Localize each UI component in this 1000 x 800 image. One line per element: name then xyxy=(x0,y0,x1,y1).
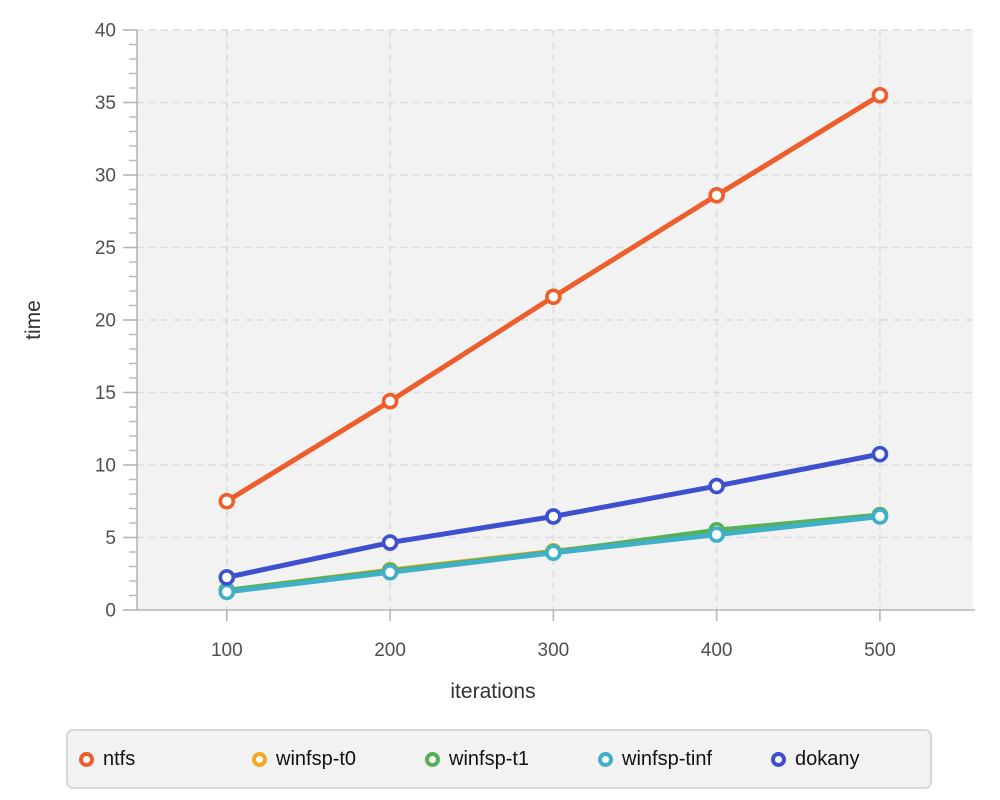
marker-dokany-100 xyxy=(218,569,236,586)
series-winfsp-tinf xyxy=(218,508,889,601)
x-axis-title: iterations xyxy=(450,680,535,703)
series-dokany xyxy=(218,445,889,586)
y-tick-label: 30 xyxy=(95,166,116,187)
legend-label: ntfs xyxy=(103,747,136,770)
y-tick-label: 40 xyxy=(95,21,116,42)
marker-dokany-400 xyxy=(708,477,725,495)
legend-marker-icon xyxy=(252,751,267,767)
series-ntfs xyxy=(218,86,889,510)
marker-winfsp-tinf-400 xyxy=(708,526,725,543)
y-tick-label: 20 xyxy=(95,311,116,332)
legend-label: winfsp-t1 xyxy=(449,747,530,770)
legend-item-dokany[interactable]: dokany xyxy=(771,748,944,771)
marker-winfsp-tinf-300 xyxy=(545,544,562,562)
y-tick-label: 0 xyxy=(105,601,116,622)
marker-ntfs-300 xyxy=(545,288,562,306)
marker-dokany-300 xyxy=(545,508,562,525)
y-tick-label: 15 xyxy=(95,383,116,404)
legend-marker-icon xyxy=(598,751,613,767)
line-chart: 0 5 10 15 20 25 30 35 40 100 200 300 400 500 time itera… xyxy=(22,21,975,703)
axes: 0 5 10 15 20 25 30 35 40 100 200 300 400 500 xyxy=(95,21,975,661)
legend-item-ntfs[interactable]: ntfs xyxy=(79,748,252,771)
x-tick-label: 200 xyxy=(374,640,406,661)
x-tick-label: 300 xyxy=(538,640,570,661)
marker-dokany-500 xyxy=(871,445,889,463)
y-tick-label: 5 xyxy=(105,528,116,549)
legend-item-winfsp-tinf[interactable]: winfsp-tinf xyxy=(598,748,771,771)
legend-marker-icon xyxy=(425,751,440,767)
x-tick-label: 100 xyxy=(211,640,243,661)
marker-dokany-200 xyxy=(381,534,399,551)
marker-ntfs-500 xyxy=(871,86,889,104)
marker-winfsp-tinf-200 xyxy=(381,563,399,581)
legend-item-winfsp-t0[interactable]: winfsp-t0 xyxy=(252,748,425,771)
y-axis-title: time xyxy=(22,300,45,340)
y-tick-label: 35 xyxy=(95,93,116,114)
legend-label: winfsp-tinf xyxy=(622,747,713,770)
legend-label: dokany xyxy=(795,747,860,770)
marker-ntfs-400 xyxy=(708,187,725,204)
marker-ntfs-100 xyxy=(218,492,236,510)
marker-winfsp-tinf-100 xyxy=(218,583,236,601)
legend: ntfs winfsp-t0 winfsp-t1 winfsp-tinf dokany xyxy=(66,729,932,789)
x-tick-label: 400 xyxy=(701,640,733,661)
legend-label: winfsp-t0 xyxy=(276,747,357,770)
y-tick-label: 25 xyxy=(95,238,116,259)
y-tick-label: 10 xyxy=(95,456,116,477)
marker-ntfs-200 xyxy=(381,392,399,410)
legend-item-winfsp-t1[interactable]: winfsp-t1 xyxy=(425,748,598,771)
x-tick-label: 500 xyxy=(864,640,896,661)
marker-winfsp-tinf-500 xyxy=(871,508,889,525)
legend-marker-icon xyxy=(771,751,786,767)
chart-canvas: 0 5 10 15 20 25 30 35 40 100 200 300 400 500 time itera… xyxy=(22,21,975,703)
legend-marker-icon xyxy=(79,751,94,767)
